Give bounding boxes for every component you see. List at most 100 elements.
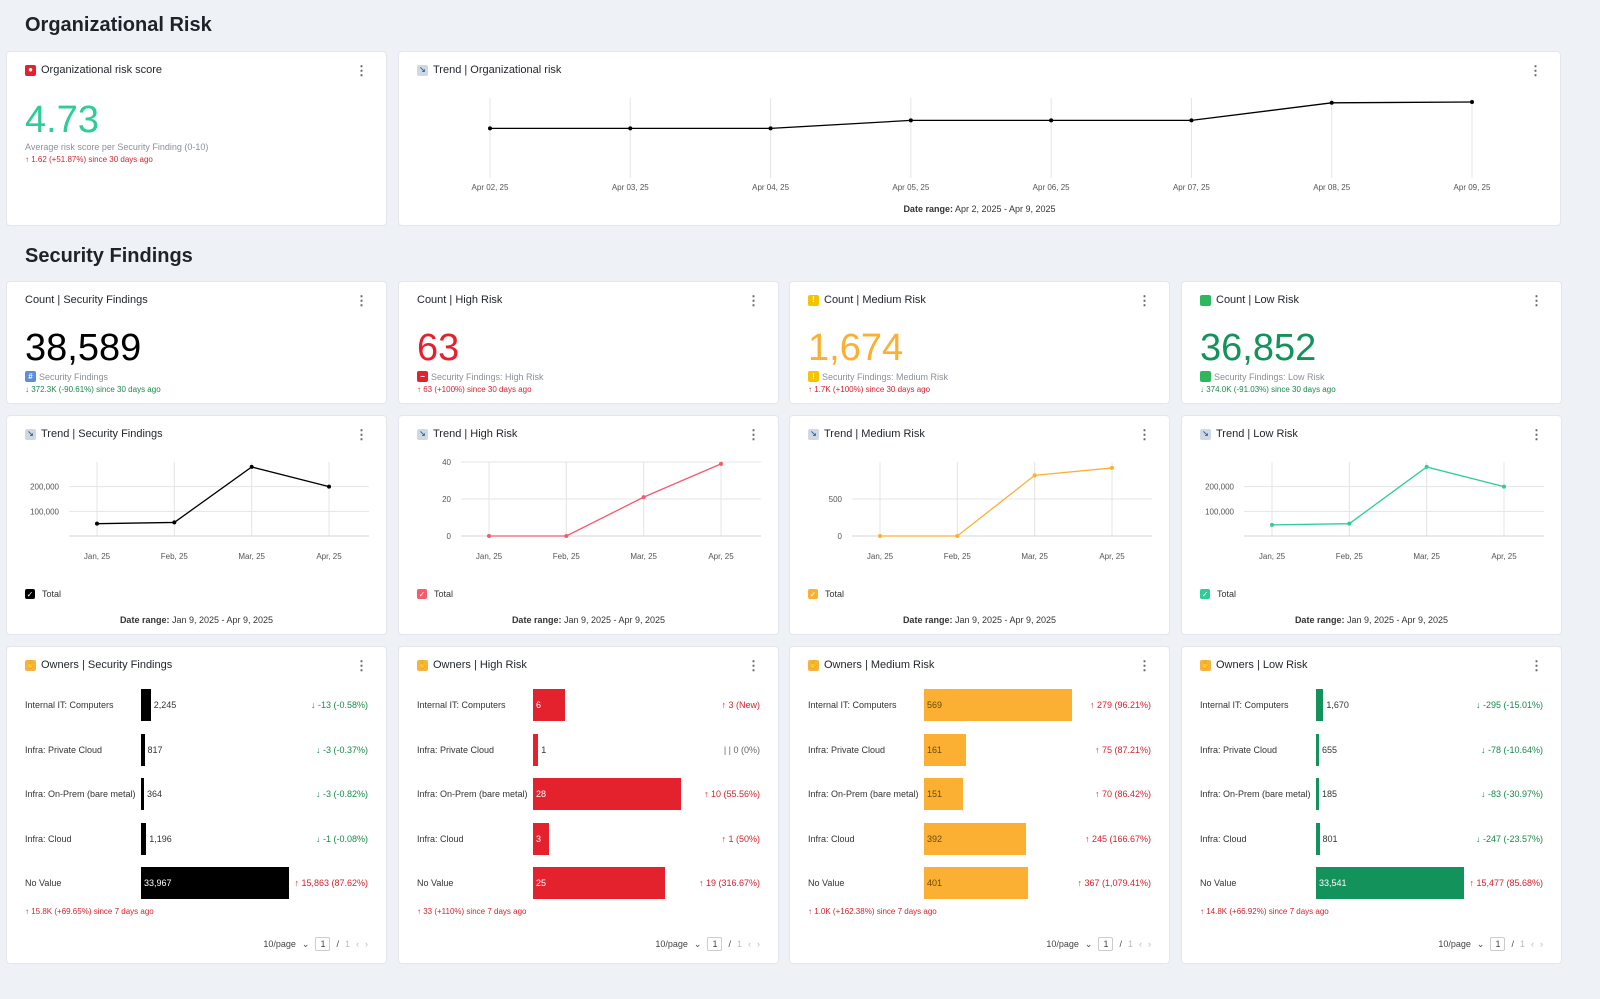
more-menu-icon[interactable]: ⋮: [1530, 293, 1543, 308]
owner-row[interactable]: No Value 25 ↑ 19 (316.67%): [417, 867, 760, 899]
per-page-select[interactable]: 10/page: [1046, 939, 1079, 949]
owner-row[interactable]: Infra: Private Cloud 161 ↑ 75 (87.21%): [808, 733, 1151, 766]
prev-page-icon[interactable]: ‹: [1531, 939, 1534, 949]
chevron-down-icon[interactable]: ⌄: [301, 938, 310, 949]
data-point: [488, 126, 492, 131]
raising-hand-icon: ✋: [417, 659, 428, 671]
owner-row[interactable]: No Value 401 ↑ 367 (1,079.41%): [808, 867, 1151, 899]
owner-row[interactable]: Infra: Cloud 801 ↓ -247 (-23.57%): [1200, 822, 1543, 855]
y-tick-label: 0: [447, 532, 452, 541]
prev-page-icon[interactable]: ‹: [748, 939, 751, 949]
x-tick-label: Jan, 25: [1259, 552, 1286, 561]
raising-hand-icon: ✋: [25, 659, 36, 671]
owner-row[interactable]: No Value 33,967 ↑ 15,863 (87.62%): [25, 867, 368, 899]
more-menu-icon[interactable]: ⋮: [355, 427, 368, 442]
legend-item-total[interactable]: ✓ Total: [25, 589, 61, 599]
checkbox-icon[interactable]: ✓: [25, 589, 35, 599]
more-menu-icon[interactable]: ⋮: [1138, 658, 1151, 673]
owner-row[interactable]: Infra: Cloud 3 ↑ 1 (50%): [417, 822, 760, 855]
owner-row[interactable]: Infra: On-Prem (bare metal) 28 ↑ 10 (55.56…: [417, 778, 760, 810]
owner-row[interactable]: Internal IT: Computers 1,670 ↓ -295 (-15.0…: [1200, 689, 1543, 721]
owner-label: Infra: On-Prem (bare metal): [25, 789, 136, 799]
owner-value: 161: [927, 744, 943, 755]
trend-title-wrap: ↘ Trend | High Risk: [417, 428, 517, 440]
hash-icon: #: [25, 371, 36, 382]
chevron-down-icon[interactable]: ⌄: [693, 938, 702, 949]
legend-item-total[interactable]: ✓ Total: [808, 589, 844, 599]
owner-value: 1,670: [1326, 700, 1349, 710]
more-menu-icon[interactable]: ⋮: [1530, 427, 1543, 442]
owner-row[interactable]: Infra: On-Prem (bare metal) 151 ↑ 70 (86.4…: [808, 778, 1151, 810]
page-input[interactable]: 1: [707, 937, 723, 951]
chevron-down-icon[interactable]: ⌄: [1084, 938, 1093, 949]
checkbox-icon[interactable]: ✓: [808, 589, 818, 599]
owner-row[interactable]: Infra: Cloud 1,196 ↓ -1 (-0.08%): [25, 822, 368, 855]
page-input[interactable]: 1: [1098, 937, 1114, 951]
more-menu-icon[interactable]: ⋮: [747, 293, 760, 308]
checkbox-icon[interactable]: ✓: [417, 589, 427, 599]
trend-card: ↘ Trend | Medium Risk ⋮ 0 500 Jan, 25 Feb, 25 M…: [789, 415, 1170, 635]
per-page-select[interactable]: 10/page: [655, 939, 688, 949]
per-page-select[interactable]: 10/page: [1438, 939, 1471, 949]
x-tick-label: Apr 05, 25: [892, 183, 929, 192]
owner-row[interactable]: Infra: Private Cloud 1 | | 0 (0%): [417, 733, 760, 766]
count-value: 38,589: [25, 327, 142, 369]
owner-value: 28: [536, 789, 547, 799]
next-page-icon[interactable]: ›: [757, 939, 760, 949]
trend-chart: 100,000 200,000 Jan, 25 Feb, 25 Mar, 25 Apr, …: [30, 462, 369, 561]
date-range-value: Jan 9, 2025 - Apr 9, 2025: [563, 615, 666, 625]
x-tick-label: Feb, 25: [944, 552, 972, 561]
owners-footer-delta: ↑ 33 (+110%) since 7 days ago: [417, 907, 527, 916]
more-menu-icon[interactable]: ⋮: [1530, 658, 1543, 673]
page-input[interactable]: 1: [315, 937, 331, 951]
more-menu-icon[interactable]: ⋮: [355, 293, 368, 308]
owner-label: No Value: [25, 878, 62, 888]
data-point: [1032, 473, 1037, 478]
owner-label: Internal IT: Computers: [808, 700, 897, 710]
chevron-down-icon[interactable]: ⌄: [1476, 938, 1485, 949]
more-menu-icon[interactable]: ⋮: [1138, 427, 1151, 442]
owner-row[interactable]: Infra: Private Cloud 655 ↓ -78 (-10.64%): [1200, 733, 1543, 766]
y-tick-label: 100,000: [1205, 507, 1234, 516]
y-tick-label: 40: [442, 458, 451, 467]
owner-row[interactable]: Infra: Private Cloud 817 ↓ -3 (-0.37%): [25, 733, 368, 766]
data-point: [641, 495, 646, 500]
checkbox-icon[interactable]: ✓: [1200, 589, 1210, 599]
trend-card: ↘ Trend | High Risk ⋮ 0 20 40 Jan, 25 Feb, 25 Ma…: [398, 415, 779, 635]
legend-item-total[interactable]: ✓ Total: [417, 589, 453, 599]
legend-item-total[interactable]: ✓ Total: [1200, 589, 1236, 599]
owner-row[interactable]: Infra: On-Prem (bare metal) 364 ↓ -3 (-0.8…: [25, 778, 368, 810]
next-page-icon[interactable]: ›: [1540, 939, 1543, 949]
owner-row[interactable]: Internal IT: Computers 6 ↑ 3 (New): [417, 689, 760, 721]
prev-page-icon[interactable]: ‹: [356, 939, 359, 949]
owner-delta: ↓ -247 (-23.57%): [1475, 833, 1543, 844]
owner-value: 151: [927, 789, 943, 799]
prev-page-icon[interactable]: ‹: [1139, 939, 1142, 949]
more-menu-icon[interactable]: ⋮: [1138, 293, 1151, 308]
owner-row[interactable]: Infra: Cloud 392 ↑ 245 (166.67%): [808, 822, 1151, 855]
count-value: 1,674: [808, 327, 904, 369]
trend-date-range: Date range: Jan 9, 2025 - Apr 9, 2025: [1182, 615, 1561, 625]
data-point: [327, 484, 331, 489]
owner-row[interactable]: Internal IT: Computers 2,245 ↓ -13 (-0.58%…: [25, 689, 368, 721]
trend-chart: 0 20 40 Jan, 25 Feb, 25 Mar, 25 Apr, 25: [442, 458, 761, 561]
chart-down-icon: ↘: [808, 428, 819, 440]
owner-bar: [141, 778, 144, 810]
owner-row[interactable]: No Value 33,541 ↑ 15,477 (85.68%): [1200, 867, 1543, 899]
count-delta: ↓ 374.0K (-91.03%) since 30 days ago: [1200, 385, 1336, 394]
more-menu-icon[interactable]: ⋮: [747, 427, 760, 442]
page-input[interactable]: 1: [1490, 937, 1506, 951]
data-point: [1470, 100, 1474, 104]
owner-row[interactable]: Infra: On-Prem (bare metal) 185 ↓ -83 (-30…: [1200, 778, 1543, 810]
next-page-icon[interactable]: ›: [1148, 939, 1151, 949]
owner-row[interactable]: Internal IT: Computers 569 ↑ 279 (96.21%): [808, 689, 1151, 721]
next-page-icon[interactable]: ›: [365, 939, 368, 949]
more-menu-icon[interactable]: ⋮: [747, 658, 760, 673]
more-menu-icon[interactable]: ⋮: [1529, 63, 1542, 78]
more-menu-icon[interactable]: ⋮: [355, 63, 368, 78]
per-page-select[interactable]: 10/page: [263, 939, 296, 949]
risk-score-title-wrap: ● Organizational risk score: [25, 64, 162, 76]
y-tick-label: 200,000: [30, 483, 59, 492]
owner-label: Internal IT: Computers: [417, 700, 506, 710]
more-menu-icon[interactable]: ⋮: [355, 658, 368, 673]
